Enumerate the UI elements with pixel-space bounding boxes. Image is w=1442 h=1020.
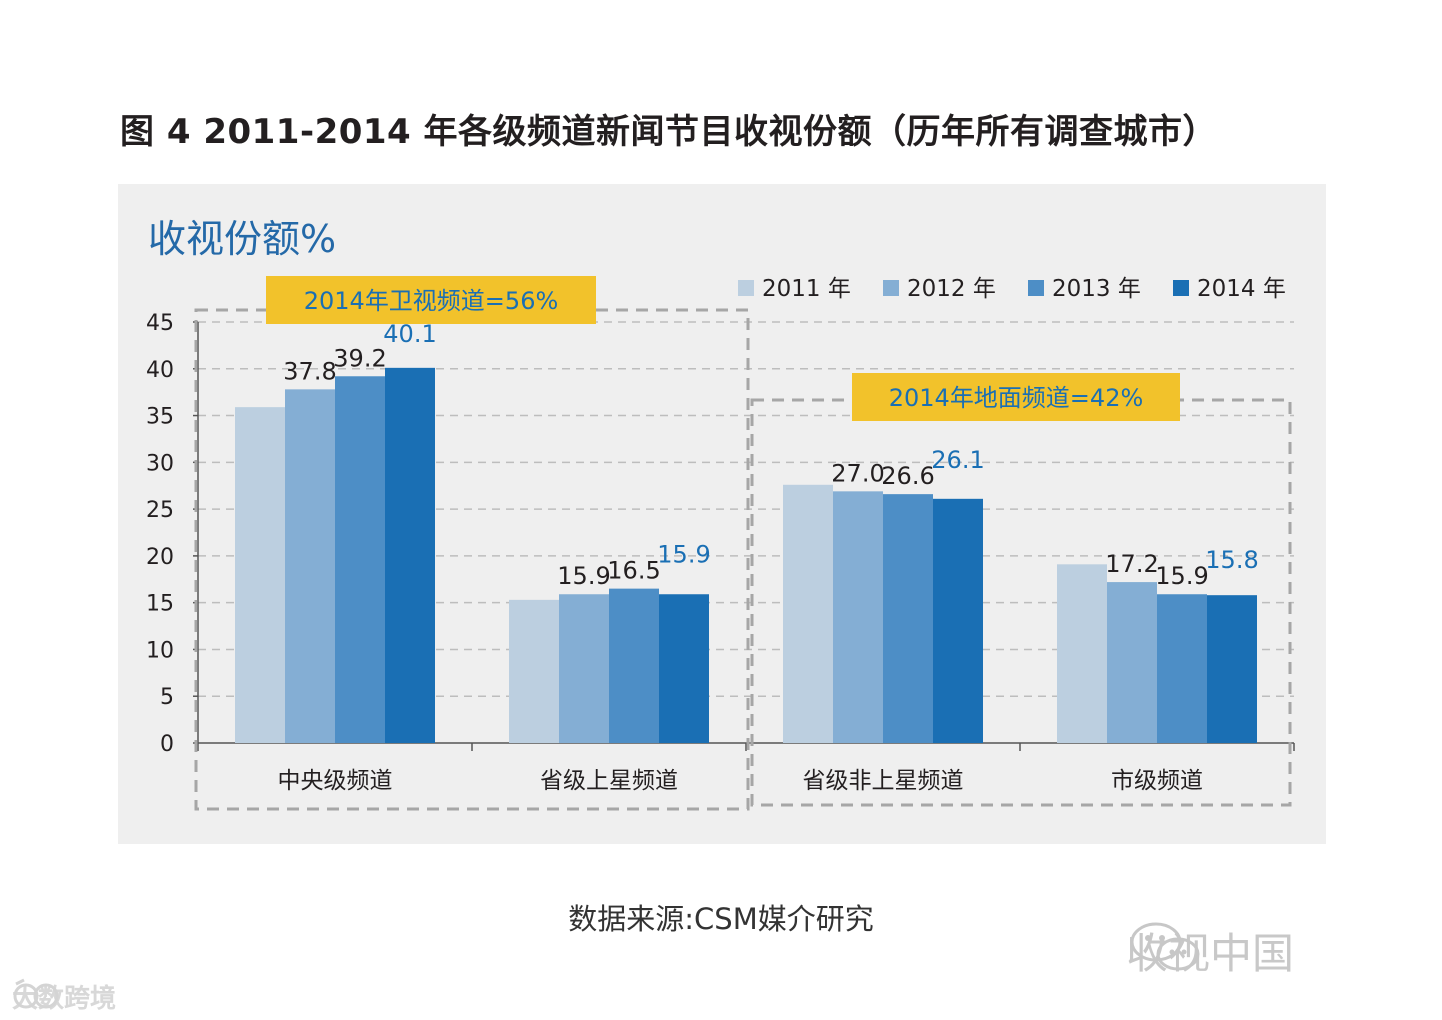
bar: [509, 599, 559, 743]
legend-swatch: [883, 280, 899, 296]
data-label: 17.2: [1105, 550, 1158, 578]
bar: [1207, 595, 1257, 743]
annotation-box: [852, 373, 1180, 421]
data-label: 16.5: [607, 557, 660, 585]
satellite-group-box: [194, 308, 750, 811]
y-tick-label: 20: [146, 545, 174, 570]
data-label: 26.1: [931, 446, 984, 474]
y-tick-label: 30: [146, 451, 174, 476]
bar: [1107, 582, 1157, 743]
y-tick-label: 5: [160, 685, 174, 710]
x-category-label: 市级频道: [1111, 768, 1203, 794]
y-tick-label: 40: [146, 358, 174, 383]
bar: [559, 594, 609, 743]
data-label: 26.6: [881, 462, 934, 490]
y-tick-label: 15: [146, 592, 174, 617]
wechat-icon: [1130, 922, 1200, 971]
bar: [933, 498, 983, 743]
legend-swatch: [738, 280, 754, 296]
bar: [1157, 594, 1207, 743]
legend-label: 2012 年: [907, 276, 996, 302]
bar: [285, 389, 335, 743]
data-label: 15.9: [657, 541, 710, 569]
y-tick-label: 45: [146, 311, 174, 336]
data-label: 27.0: [831, 459, 884, 487]
wechat-watermark: 收视中国: [1126, 920, 1294, 981]
data-label: 15.9: [557, 562, 610, 590]
legend-label: 2011 年: [762, 276, 851, 302]
annotation-label: 2014年卫视频道=56%: [304, 287, 559, 315]
source-note: 数据来源:CSM媒介研究: [568, 902, 874, 936]
bar: [335, 376, 385, 743]
data-label: 15.9: [1155, 562, 1208, 590]
legend-swatch: [1028, 280, 1044, 296]
y-tick-label: 10: [146, 638, 174, 663]
data-label: 39.2: [333, 344, 386, 372]
x-category-label: 中央级频道: [278, 768, 393, 794]
bar: [1057, 564, 1107, 743]
data-label: 37.8: [283, 357, 336, 385]
annotation-label: 2014年地面频道=42%: [889, 384, 1144, 412]
corner-watermark-text: 大数跨境: [12, 984, 117, 1014]
bar: [833, 491, 883, 743]
figure-title: 图 4 2011-2014 年各级频道新闻节目收视份额（历年所有调查城市）: [120, 112, 1218, 152]
y-tick-label: 0: [160, 732, 174, 757]
corner-logo-icon: [13, 978, 59, 1009]
corner-watermark: 大数跨境: [12, 978, 116, 1015]
y-tick-label: 25: [146, 498, 174, 523]
legend-swatch: [1173, 280, 1189, 296]
data-label: 15.8: [1205, 546, 1258, 574]
bar: [883, 494, 933, 743]
bar: [235, 407, 285, 743]
annotation-box: [266, 276, 596, 324]
data-label: 40.1: [383, 320, 436, 348]
bar-chart: 收视份额% 0 5 10 15 20 25 30 35 40 45 37.839.240.1 中央级频道…: [146, 217, 1295, 811]
x-category-label: 省级非上星频道: [803, 768, 964, 794]
bar: [783, 484, 833, 743]
wechat-watermark-text: 收视中国: [1126, 929, 1295, 978]
bar: [609, 588, 659, 743]
bar: [659, 594, 709, 743]
x-category-label: 省级上星频道: [540, 768, 678, 794]
bar: [385, 367, 435, 743]
chart-panel: 收视份额% 0 5 10 15 20 25 30 35 40 45 37.8 39.2 40.1 中央级频道…: [118, 184, 1326, 844]
legend-label: 2014 年: [1197, 276, 1286, 302]
y-axis-title: 收视份额%: [148, 217, 336, 261]
legend-label: 2013 年: [1052, 276, 1141, 302]
y-tick-label: 35: [146, 405, 174, 430]
